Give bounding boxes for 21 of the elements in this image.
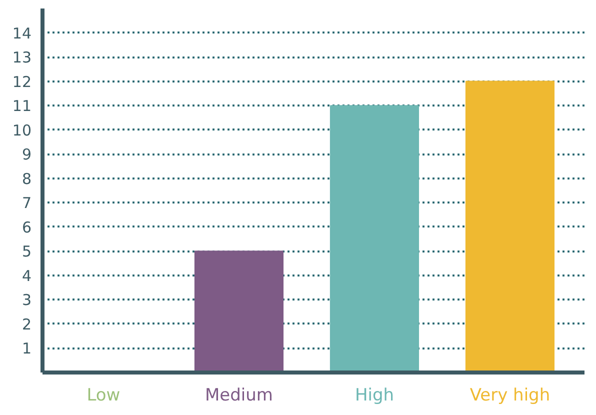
y-tick-label: 4 bbox=[22, 266, 32, 285]
x-tick-label: Medium bbox=[204, 386, 273, 406]
y-tick-label: 14 bbox=[12, 24, 32, 42]
y-tick-label: 9 bbox=[22, 146, 32, 164]
x-tick-label: Low bbox=[86, 386, 120, 406]
y-tick-label: 1 bbox=[22, 340, 32, 358]
x-tick-label: High bbox=[354, 386, 394, 406]
y-tick-label: 12 bbox=[12, 72, 32, 91]
y-tick-label: 7 bbox=[22, 194, 32, 212]
bar bbox=[330, 105, 420, 372]
y-tick-label: 13 bbox=[12, 48, 32, 67]
y-tick-label: 2 bbox=[22, 315, 32, 334]
x-tick-label: Very high bbox=[470, 386, 550, 406]
y-tick-label: 6 bbox=[22, 218, 32, 236]
y-tick-label: 11 bbox=[12, 97, 32, 116]
bar bbox=[194, 250, 284, 372]
bar bbox=[465, 80, 555, 372]
y-tick-label: 3 bbox=[22, 291, 32, 310]
y-tick-label: 5 bbox=[22, 242, 32, 261]
y-tick-label: 8 bbox=[22, 170, 32, 188]
y-tick-label: 10 bbox=[12, 121, 32, 140]
